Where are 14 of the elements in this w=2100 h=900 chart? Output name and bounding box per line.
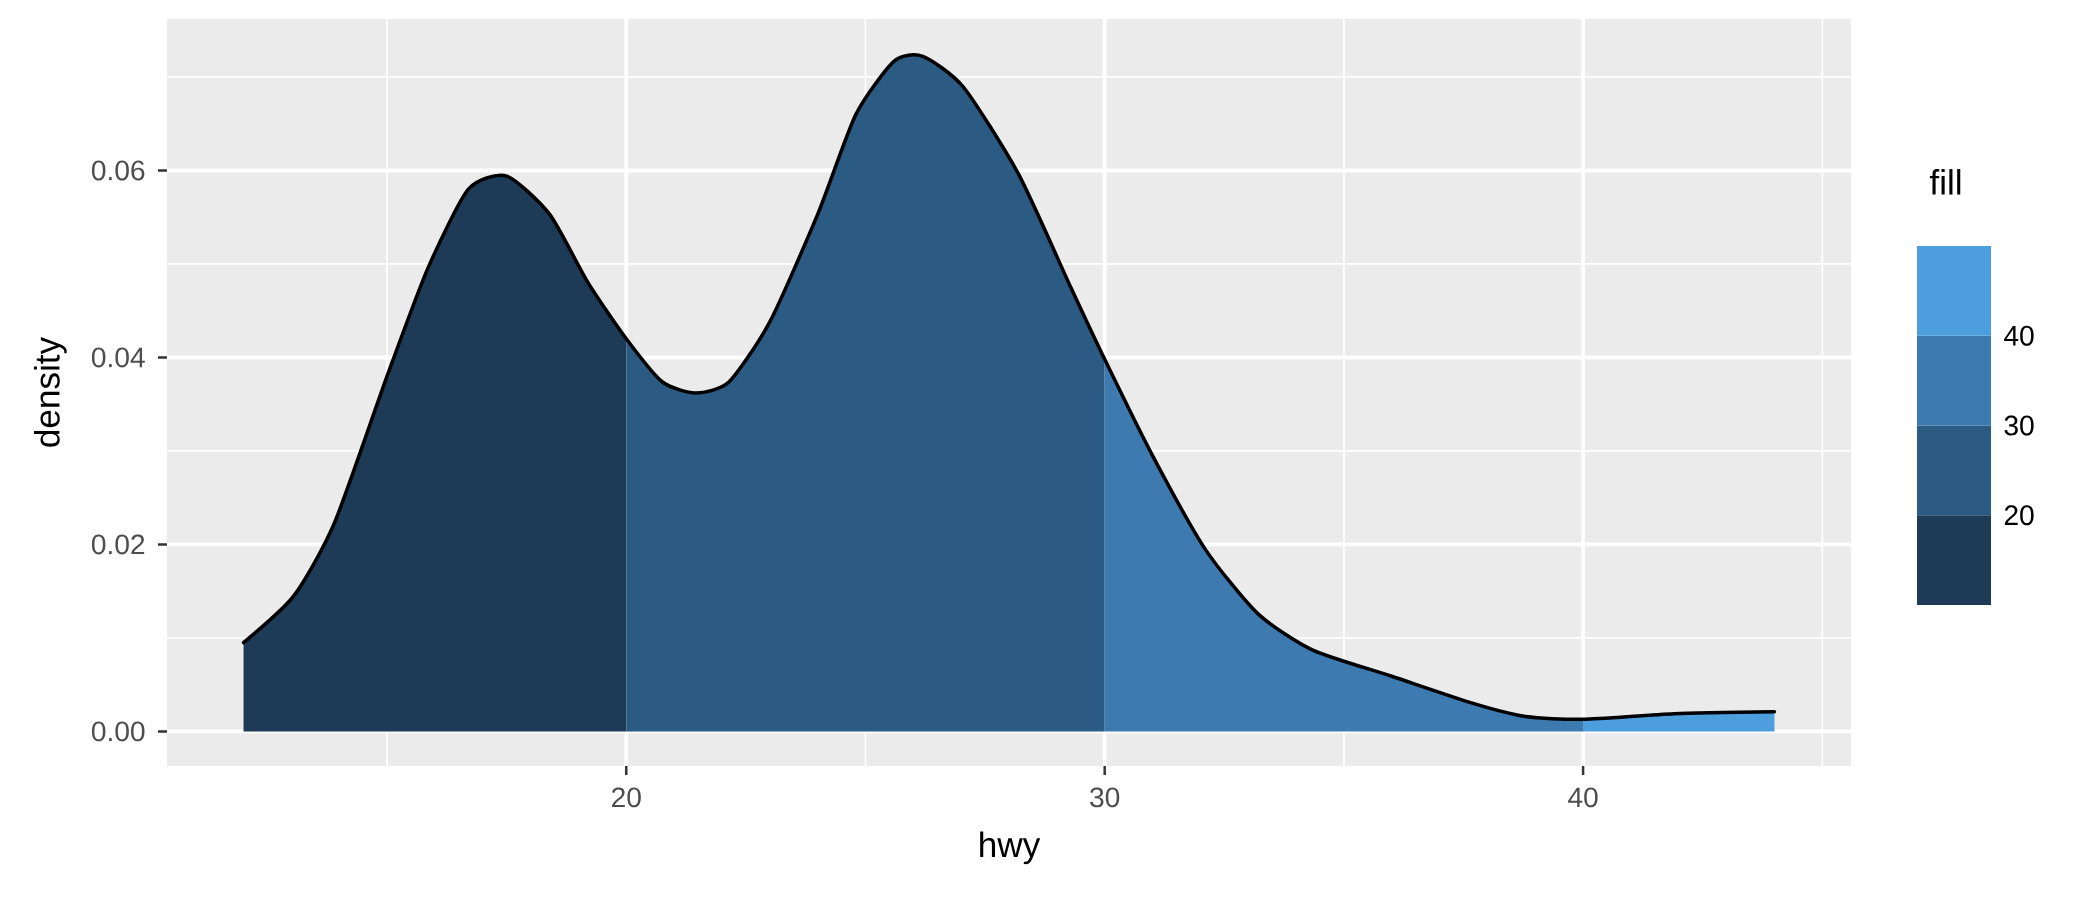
y-tick-label: 0.02 bbox=[91, 534, 145, 555]
color-bar-title: fill bbox=[1929, 169, 1961, 195]
y-tick-label: 0.06 bbox=[91, 160, 145, 181]
x-tick-label: 20 bbox=[612, 787, 641, 808]
line-series bbox=[241, 53, 1777, 722]
color-bar-label: 20 bbox=[2004, 505, 2034, 526]
x-tick-label: 30 bbox=[1090, 787, 1120, 808]
x-axis-title: hwy bbox=[980, 831, 1041, 865]
color-bar-label: 30 bbox=[2004, 415, 2034, 436]
y-tick-label: 0.04 bbox=[91, 347, 145, 368]
y-axis-title: density bbox=[33, 336, 67, 447]
x-tick-label: 40 bbox=[1568, 787, 1598, 808]
color-bar-label: 40 bbox=[2004, 325, 2034, 346]
y-tick-label: 0.00 bbox=[91, 721, 145, 742]
